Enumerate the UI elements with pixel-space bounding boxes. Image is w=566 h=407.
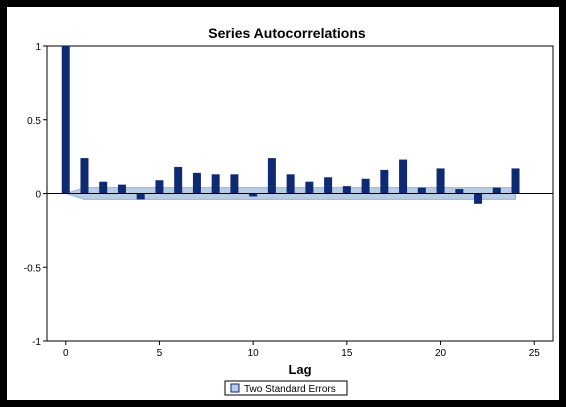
x-tick-label: 25	[529, 348, 541, 359]
acf-bar-lag-8	[211, 174, 220, 194]
legend-label: Two Standard Errors	[244, 384, 336, 395]
x-tick-label: 20	[435, 348, 447, 359]
y-tick-label: -0.5	[24, 263, 42, 274]
acf-bar-lag-0	[61, 46, 70, 194]
acf-bar-lag-13	[305, 181, 314, 194]
acf-bar-lag-1	[80, 158, 89, 194]
y-tick-label: 0	[35, 190, 41, 201]
acf-bar-lag-14	[324, 177, 333, 194]
acf-bar-lag-5	[155, 180, 164, 194]
acf-chart: Series Autocorrelations -1 -0.5 0 0.5 1 0 5 10…	[24, 25, 554, 396]
x-axis-ticks: 0 5 10 15 20 25	[63, 341, 540, 359]
legend-swatch	[230, 383, 240, 393]
acf-bar-lag-19	[417, 187, 426, 194]
acf-bar-lag-2	[99, 181, 108, 194]
acf-bar-lag-10	[249, 193, 258, 197]
acf-bar-lag-24	[511, 168, 520, 194]
x-tick-label: 15	[341, 348, 353, 359]
y-tick-label: -1	[32, 337, 41, 348]
acf-bar-lag-16	[361, 178, 370, 194]
x-tick-label: 10	[248, 348, 260, 359]
x-axis-title: Lag	[288, 362, 311, 377]
acf-bar-lag-6	[174, 166, 183, 194]
y-tick-label: 0.5	[27, 116, 41, 127]
chart-frame: Series Autocorrelations -1 -0.5 0 0.5 1 0 5 10…	[7, 7, 559, 400]
x-tick-label: 0	[63, 348, 69, 359]
acf-bar-lag-4	[136, 193, 145, 200]
legend: Two Standard Errors	[224, 380, 348, 396]
y-tick-label: 1	[35, 42, 41, 53]
chart-title: Series Autocorrelations	[208, 25, 366, 41]
acf-bar-lag-18	[399, 159, 408, 194]
acf-bar-lag-17	[380, 169, 389, 194]
acf-bar-lag-11	[267, 158, 276, 194]
x-tick-label: 5	[157, 348, 163, 359]
acf-bar-lag-12	[286, 174, 295, 194]
acf-bar-lag-21	[455, 189, 464, 194]
bars-layer	[61, 46, 520, 204]
acf-bar-lag-23	[492, 187, 501, 194]
legend-box	[224, 380, 348, 396]
acf-bar-lag-3	[117, 184, 126, 194]
acf-bar-lag-9	[230, 174, 239, 194]
acf-bar-lag-7	[192, 172, 201, 194]
acf-bar-lag-20	[436, 168, 445, 194]
acf-bar-lag-22	[474, 193, 483, 204]
acf-bar-lag-15	[342, 186, 351, 194]
y-axis-ticks: -1 -0.5 0 0.5 1	[24, 42, 47, 348]
